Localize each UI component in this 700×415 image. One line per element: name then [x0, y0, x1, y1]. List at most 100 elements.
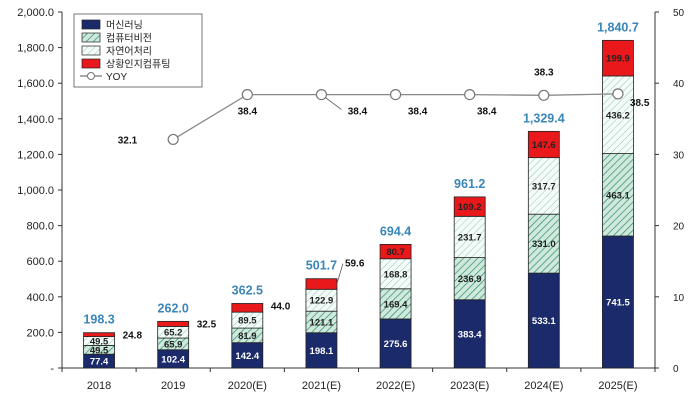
- bar-segment: [157, 320, 190, 327]
- bars: [83, 39, 634, 369]
- bar-segment: [527, 213, 560, 274]
- y-right-tick-label: 30: [673, 150, 685, 161]
- segment-label: 65.9: [164, 339, 183, 350]
- legend-swatch: [81, 45, 101, 56]
- total-label: 262.0: [158, 301, 189, 315]
- legend-swatch: [81, 19, 101, 30]
- segment-label: 77.4: [90, 357, 109, 368]
- segment-label: 109.2: [458, 202, 482, 213]
- segment-label: 65.2: [164, 328, 183, 339]
- segment-label: 231.7: [458, 232, 482, 243]
- bar-segment: [453, 196, 486, 217]
- total-label: 1,329.4: [523, 111, 565, 125]
- yoy-point: [538, 89, 550, 101]
- total-label: 961.2: [454, 177, 485, 191]
- yoy-leader-line: [325, 97, 342, 110]
- data-labels: 77.449.549.5198.3102.465.965.2262.0142.4…: [83, 20, 649, 367]
- segment-label: 383.4: [458, 329, 482, 340]
- legend-point-swatch: [86, 71, 96, 81]
- bar-segment: [527, 157, 560, 215]
- y-right-tick-label: 10: [673, 293, 685, 304]
- legend-label: 자연어처리: [106, 46, 152, 58]
- x-tick-label: 2020(E): [228, 380, 267, 392]
- side-label: 32.5: [197, 319, 217, 330]
- yoy-point: [389, 88, 402, 101]
- yoy-label: 38.3: [534, 67, 554, 78]
- side-label: 44.0: [271, 301, 291, 312]
- yoy-label: 38.4: [408, 107, 428, 118]
- y-left-tick-label: 800.0: [26, 221, 54, 233]
- x-tick-label: 2022(E): [376, 380, 415, 392]
- segment-label: 122.9: [310, 296, 334, 307]
- x-tick-label: 2018: [87, 380, 111, 392]
- segment-label: 89.5: [238, 316, 257, 327]
- axes: - 200.0 400.0 600.0 800.0 1,000.0 1,200.0 1,400…: [17, 7, 684, 392]
- y-left-tick-label: 1,400.0: [17, 114, 54, 126]
- bar-segment: [453, 257, 486, 301]
- bar-segment: [453, 215, 486, 258]
- x-tick-label: 2025(E): [598, 380, 637, 392]
- legend-swatch: [81, 32, 101, 43]
- yoy-label: 38.4: [477, 107, 497, 118]
- bar-segment: [602, 235, 634, 369]
- side-label: 59.6: [345, 259, 365, 270]
- bar-segment: [379, 258, 412, 290]
- bar-segment: [305, 278, 338, 290]
- bar-segment: [602, 153, 634, 237]
- total-label: 694.4: [380, 224, 411, 238]
- x-tick-label: 2024(E): [524, 380, 563, 392]
- y-left-tick-label: 200.0: [26, 327, 54, 339]
- segment-label: 436.2: [606, 110, 630, 121]
- bar-segment: [231, 342, 264, 369]
- yoy-point: [167, 133, 179, 146]
- segment-label: 463.1: [606, 190, 630, 201]
- bar-segment: [453, 299, 486, 369]
- segment-label: 236.9: [458, 274, 482, 285]
- legend-label: 컴퓨터비전: [106, 33, 152, 45]
- legend-label: YOY: [106, 72, 127, 83]
- y-left-tick-label: 600.0: [26, 256, 54, 268]
- side-leader-line: [336, 263, 344, 284]
- segment-label: 199.9: [606, 54, 630, 65]
- bar-segment: [379, 318, 412, 369]
- x-tick-label: 2019: [161, 380, 185, 392]
- yoy-label: 38.4: [348, 107, 368, 118]
- segment-label: 533.1: [532, 316, 556, 327]
- yoy-point: [315, 88, 328, 101]
- segment-label: 142.4: [235, 351, 259, 362]
- bar-segment: [527, 130, 560, 159]
- segment-label: 331.0: [532, 239, 556, 250]
- y-right-tick-label: 0: [673, 364, 679, 375]
- legend-label: 머신러닝: [106, 20, 143, 32]
- bar-segment: [305, 332, 338, 369]
- y-right-tick-label: 50: [673, 8, 685, 19]
- yoy-label: 32.1: [118, 135, 138, 146]
- yoy-point: [612, 88, 624, 100]
- legend-label: 상황인지컴퓨팅: [106, 59, 170, 71]
- y-left-tick-label: 1,200.0: [17, 149, 54, 161]
- total-label: 501.7: [306, 259, 337, 273]
- bar-segment: [527, 272, 560, 369]
- y-left-tick-label: 1,600.0: [17, 78, 54, 90]
- segment-label: 317.7: [532, 181, 556, 192]
- total-label: 362.5: [232, 283, 263, 297]
- total-label: 1,840.7: [597, 20, 639, 34]
- bar-segment: [379, 243, 412, 260]
- x-tick-label: 2021(E): [302, 380, 341, 392]
- segment-label: 147.6: [532, 140, 556, 151]
- bar-segment: [602, 39, 634, 77]
- yoy-label: 38.5: [630, 98, 650, 109]
- y-left-tick-label: -: [50, 363, 54, 375]
- bar-segment: [231, 303, 264, 313]
- segment-label: 169.4: [384, 299, 408, 310]
- yoy-point: [241, 88, 253, 101]
- segment-label: 49.5: [90, 345, 109, 356]
- segment-label: 198.1: [310, 346, 334, 357]
- yoy-label: 38.4: [238, 107, 258, 118]
- segment-label: 168.8: [384, 269, 408, 280]
- y-left-tick-label: 1,800.0: [17, 43, 54, 55]
- y-right-tick-label: 40: [673, 79, 685, 90]
